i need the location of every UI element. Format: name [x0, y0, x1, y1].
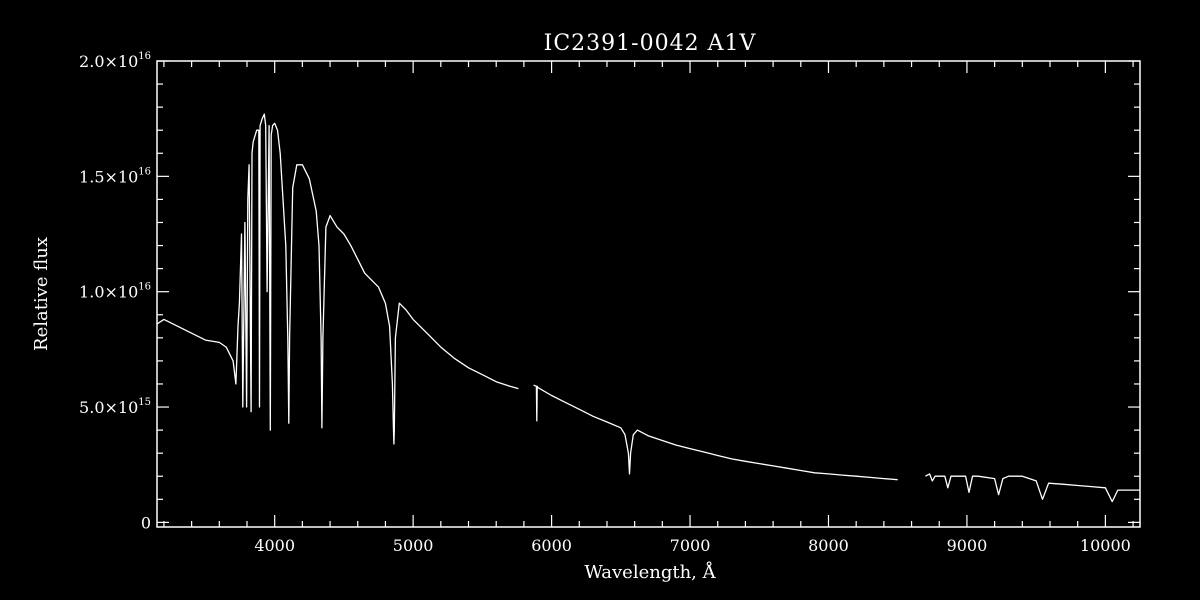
y-tick-labels: 0 5.0×1015 1.0×1016 1.5×1016 2.0×1016 — [79, 51, 151, 532]
y-tick-label: 1.5×1016 — [79, 166, 151, 186]
spectrum-segment-3 — [925, 473, 1140, 503]
plot-frame — [156, 60, 1141, 528]
x-tick-label: 10000 — [1080, 536, 1131, 555]
x-tick-label: 6000 — [531, 536, 572, 555]
x-tick-label: 7000 — [670, 536, 711, 555]
spectrum-segment-2 — [533, 384, 898, 481]
axis-ticks — [157, 60, 1140, 527]
y-tick-label: 2.0×1016 — [79, 51, 151, 71]
x-tick-label: 8000 — [808, 536, 849, 555]
spectrum-line — [156, 113, 1140, 503]
y-tick-label: 0 — [141, 513, 151, 532]
y-tick-label: 1.0×1016 — [79, 282, 151, 302]
chart-title: IC2391-0042 A1V — [544, 31, 757, 56]
x-tick-label: 4000 — [254, 536, 295, 555]
spectrum-segment-1 — [156, 113, 519, 445]
x-tick-label: 9000 — [947, 536, 988, 555]
y-tick-label: 5.0×1015 — [79, 397, 151, 417]
y-axis-label: Relative flux — [31, 237, 52, 351]
x-tick-label: 5000 — [393, 536, 434, 555]
x-tick-labels: 4000 5000 6000 7000 8000 9000 10000 — [254, 536, 1131, 555]
x-axis-label: Wavelength, Å — [584, 561, 716, 583]
